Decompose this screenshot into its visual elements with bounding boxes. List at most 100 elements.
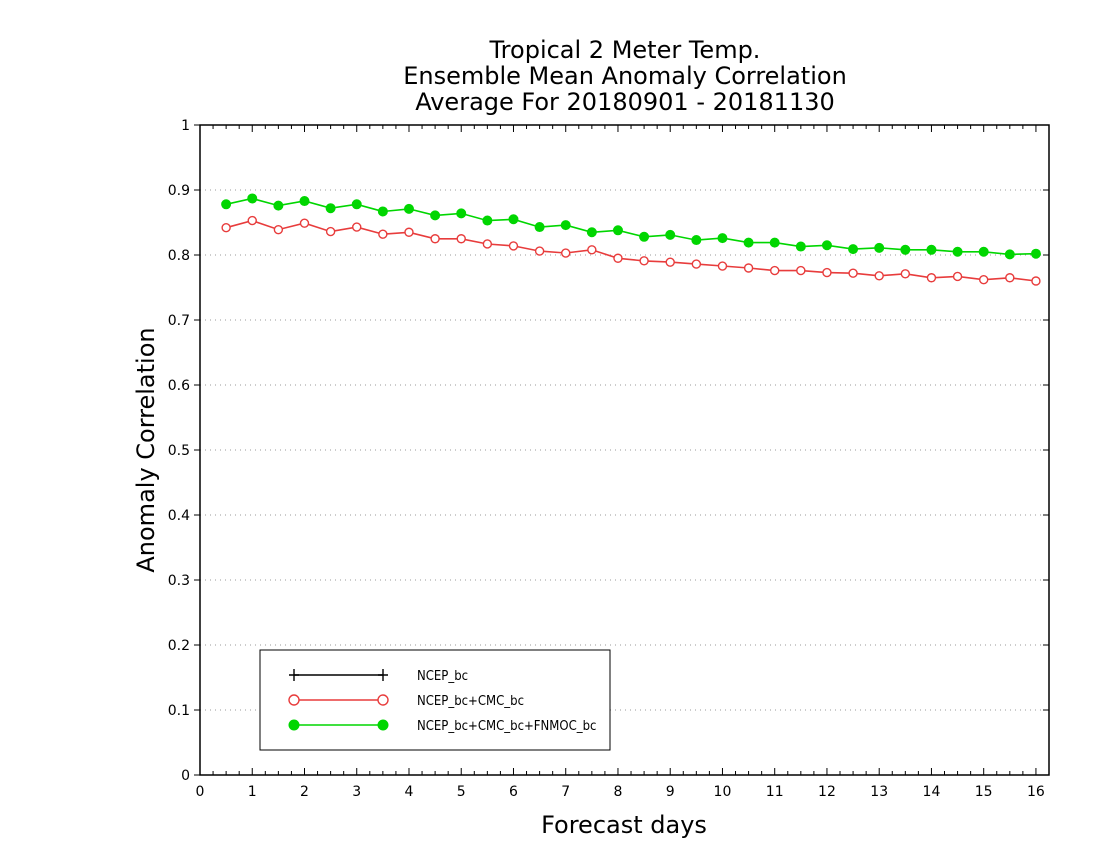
y-tick-label: 0.5 — [168, 443, 190, 459]
data-point-3 — [978, 246, 989, 257]
data-point-2 — [352, 222, 362, 232]
data-point-2 — [534, 246, 545, 256]
chart-title: Tropical 2 Meter Temp. Ensemble Mean Ano… — [403, 36, 847, 116]
data-point-3 — [325, 203, 336, 214]
data-point-2 — [822, 267, 832, 278]
legend-marker-1 — [378, 669, 388, 681]
data-point-3 — [874, 242, 885, 253]
chart-title-line-1: Tropical 2 Meter Temp. — [489, 36, 761, 64]
data-point-2 — [770, 265, 780, 276]
y-tick-label: 0.3 — [168, 573, 190, 589]
series-line-2 — [225, 219, 1036, 282]
x-tick-label: 8 — [614, 784, 623, 800]
x-tick-label: 16 — [1027, 784, 1045, 800]
y-tick-label: 0.2 — [168, 638, 190, 654]
data-point-3 — [821, 240, 832, 251]
data-point-3 — [456, 208, 467, 219]
data-point-3 — [586, 227, 597, 238]
chart-title-line-2: Ensemble Mean Anomaly Correlation — [403, 62, 847, 90]
data-point-2 — [247, 215, 257, 226]
y-axis-ticks: 0 0.1 0.2 0.3 0.4 0.5 0.6 0.7 0.8 0.9 1 — [168, 118, 1049, 784]
legend-label-1: NCEP_bc — [417, 669, 468, 684]
data-point-3 — [1030, 248, 1041, 259]
data-point-3 — [221, 199, 232, 210]
x-tick-label: 10 — [714, 784, 732, 800]
x-tick-label: 0 — [196, 784, 205, 800]
legend-marker-3 — [288, 719, 300, 731]
data-point-2 — [1005, 273, 1015, 283]
data-point-3 — [691, 235, 702, 246]
legend-label-3: NCEP_bc+CMC_bc+FNMOC_bc — [417, 719, 596, 734]
y-axis-label: Anomaly Correlation — [132, 327, 160, 572]
data-point-3 — [482, 215, 493, 226]
x-tick-label: 11 — [766, 784, 784, 800]
x-axis-ticks: 0 1 2 3 4 5 6 7 8 9 10 11 12 13 14 15 16 — [196, 125, 1045, 800]
x-axis-label: Forecast days — [541, 811, 707, 839]
data-point-3 — [900, 244, 911, 255]
y-tick-label: 1 — [181, 118, 190, 134]
data-point-3 — [534, 222, 545, 233]
chart-title-line-3: Average For 20180901 - 20181130 — [415, 88, 835, 116]
legend: NCEP_bc NCEP_bc+CMC_bc NCEP_bc+CMC_bc+FNMO… — [259, 649, 611, 751]
data-point-2 — [482, 239, 493, 249]
x-tick-label: 14 — [923, 784, 941, 800]
x-tick-label: 9 — [666, 784, 675, 800]
data-point-3 — [1004, 249, 1015, 260]
series-layer — [221, 193, 1041, 286]
data-point-2 — [325, 226, 336, 237]
legend-marker-3 — [377, 719, 389, 731]
y-tick-label: 0.8 — [168, 248, 190, 264]
legend-marker-2 — [377, 694, 389, 706]
data-point-3 — [403, 203, 414, 214]
data-point-2 — [691, 259, 702, 269]
y-tick-label: 0.4 — [168, 508, 190, 524]
data-point-2 — [900, 269, 911, 279]
data-point-3 — [926, 244, 937, 255]
x-tick-label: 5 — [457, 784, 466, 800]
data-point-2 — [874, 271, 884, 281]
x-tick-label: 1 — [248, 784, 257, 800]
data-point-3 — [769, 237, 780, 248]
data-point-2 — [613, 253, 623, 263]
data-point-3 — [430, 210, 441, 221]
data-point-3 — [377, 206, 388, 217]
data-point-2 — [508, 241, 519, 251]
data-point-3 — [848, 244, 859, 255]
x-tick-label: 7 — [561, 784, 570, 800]
data-point-3 — [743, 237, 754, 248]
x-tick-label: 4 — [405, 784, 414, 800]
data-point-3 — [247, 193, 258, 204]
data-point-3 — [508, 214, 519, 225]
data-point-2 — [1031, 276, 1041, 286]
data-point-2 — [456, 234, 466, 244]
y-tick-label: 0.9 — [168, 183, 190, 199]
y-tick-label: 0.6 — [168, 378, 190, 394]
data-point-3 — [273, 200, 284, 211]
data-point-3 — [612, 225, 623, 236]
data-point-2 — [561, 248, 571, 258]
data-point-2 — [796, 265, 806, 276]
series-line-3 — [225, 197, 1036, 256]
data-point-2 — [848, 268, 858, 278]
legend-label-2: NCEP_bc+CMC_bc — [417, 694, 524, 709]
gridlines — [200, 189, 1049, 711]
data-point-3 — [717, 233, 728, 244]
data-point-3 — [952, 246, 963, 257]
data-point-3 — [795, 241, 806, 252]
x-tick-label: 6 — [509, 784, 518, 800]
data-point-3 — [639, 231, 650, 242]
data-point-2 — [587, 245, 597, 255]
data-point-3 — [351, 199, 362, 210]
data-point-2 — [299, 218, 310, 228]
data-point-2 — [665, 257, 675, 267]
data-point-2 — [743, 263, 754, 273]
data-point-3 — [665, 229, 676, 240]
x-tick-label: 2 — [300, 784, 309, 800]
y-tick-label: 0 — [181, 768, 190, 784]
y-tick-label: 0.7 — [168, 313, 190, 329]
data-point-3 — [560, 220, 571, 231]
data-point-2 — [221, 222, 231, 233]
x-tick-label: 15 — [975, 784, 993, 800]
data-point-2 — [717, 261, 728, 271]
